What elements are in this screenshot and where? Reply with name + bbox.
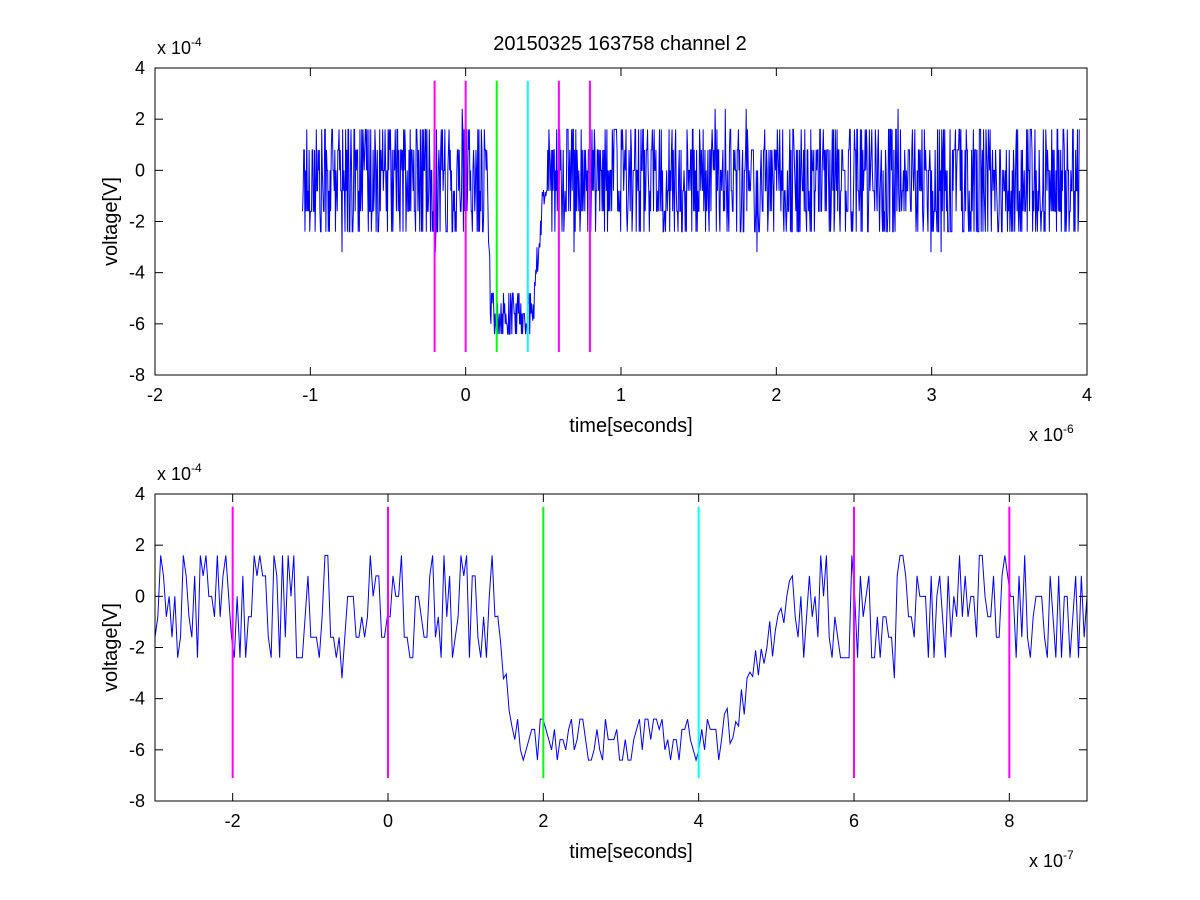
figure-title: 20150325 163758 channel 2 [493, 33, 747, 55]
x-scale-label: x 10-6 [1029, 422, 1074, 445]
plot-bottom: -2 0 2 4 6 8-8-6-4-2024time[seconds]voltage[V… [100, 461, 1088, 871]
y-tick-label: -2 [129, 212, 145, 232]
x-tick-label: 4 [694, 811, 704, 831]
y-scale-exponent: -4 [191, 35, 202, 49]
y-scale-label: x 10-4 [157, 461, 202, 484]
y-tick-label: 4 [135, 58, 145, 78]
x-tick-label: 4 [1082, 385, 1092, 405]
x-tick-label: 2 [771, 385, 781, 405]
y-tick-label: -6 [129, 314, 145, 334]
y-tick-label: -8 [129, 365, 145, 385]
axes-box [154, 493, 1088, 802]
y-tick-label: -2 [129, 638, 145, 658]
y-scale-exponent: -4 [191, 461, 202, 475]
y-axis-label: voltage[V] [100, 177, 122, 266]
y-tick-label: 0 [135, 586, 145, 606]
signal-line [302, 108, 1080, 335]
x-tick-label: 2 [538, 811, 548, 831]
plot-top: -2 -1 0 1 2 3 4 -8 -6 -4 -2 0 2 4 time[seconds] voltage… [100, 35, 1092, 445]
x-axis-label: time[seconds] [569, 415, 692, 437]
x-tick-label: 0 [461, 385, 471, 405]
x-tick-label: -2 [147, 385, 163, 405]
x-tick-label: -1 [302, 385, 318, 405]
signal-line [155, 554, 1087, 762]
x-tick-label: 0 [383, 811, 393, 831]
y-tick-label: -6 [129, 740, 145, 760]
y-axis-label: voltage[V] [100, 603, 122, 692]
y-tick-label: 4 [135, 484, 145, 504]
y-tick-label: -4 [129, 263, 145, 283]
x-scale-exponent: -7 [1063, 848, 1074, 862]
x-tick-label: -2 [225, 811, 241, 831]
x-tick-label: 8 [1004, 811, 1014, 831]
x-scale-label: x 10-7 [1029, 848, 1074, 871]
y-tick-label: 0 [135, 160, 145, 180]
y-tick-label: 2 [135, 535, 145, 555]
y-tick-label: -8 [129, 791, 145, 811]
y-tick-label: -4 [129, 689, 145, 709]
x-axis-label: time[seconds] [569, 841, 692, 863]
y-tick-label: 2 [135, 109, 145, 129]
x-tick-label: 1 [616, 385, 626, 405]
x-scale-exponent: -6 [1063, 422, 1074, 436]
y-scale-label: x 10-4 [157, 35, 202, 58]
x-tick-label: 3 [927, 385, 937, 405]
x-tick-label: 6 [849, 811, 859, 831]
